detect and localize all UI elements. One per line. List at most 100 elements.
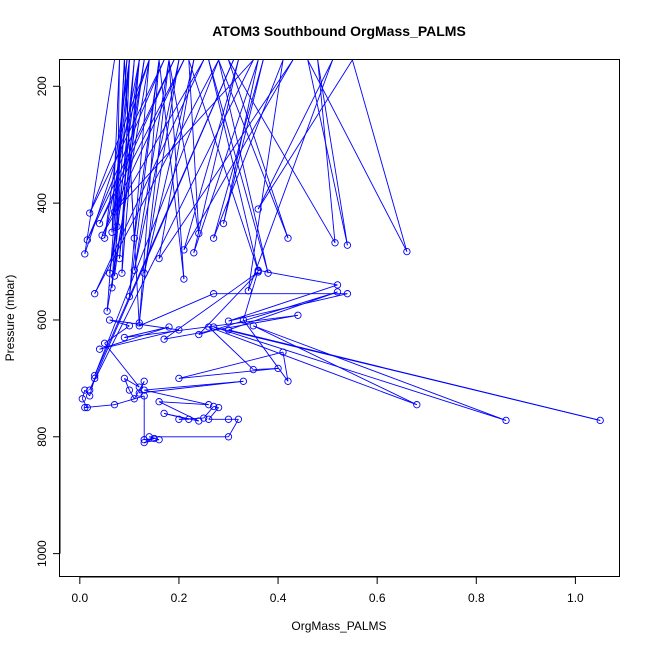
profile-segment — [208, 407, 219, 420]
data-point — [219, 219, 228, 228]
profile-segment — [104, 325, 130, 344]
profile-segment — [106, 60, 128, 312]
data-point — [254, 205, 262, 213]
profile-segment — [168, 60, 200, 234]
profile-segment — [124, 314, 298, 338]
data-point — [125, 386, 134, 394]
profile-segment — [138, 381, 145, 394]
profile-segment — [163, 412, 189, 420]
data-point — [91, 290, 99, 298]
profile-segment — [129, 389, 135, 400]
profile-segment — [84, 404, 115, 409]
profile-segment — [158, 401, 199, 422]
profile-segment — [138, 60, 160, 323]
profile-segment — [307, 60, 348, 246]
profile-segment — [128, 60, 160, 297]
profile-segment — [109, 60, 145, 274]
profile-segment — [116, 60, 120, 227]
y-tick-label: 1000 — [35, 540, 49, 567]
data-point — [205, 323, 213, 331]
data-point — [333, 288, 342, 296]
data-point — [264, 269, 272, 277]
data-point — [413, 401, 421, 409]
data-point — [108, 284, 116, 292]
y-tick-label: 400 — [35, 193, 49, 213]
data-point — [81, 250, 89, 258]
y-tick-label: 200 — [35, 76, 49, 96]
profile-segment — [111, 60, 135, 288]
data-point — [81, 403, 89, 412]
x-tick-label: 0.0 — [71, 591, 88, 605]
data-point — [502, 416, 510, 425]
data-point — [110, 208, 119, 216]
data-point — [403, 247, 411, 256]
data-point — [209, 234, 218, 242]
data-point — [95, 345, 104, 353]
profile-segment — [307, 60, 408, 252]
profile-segment — [144, 380, 244, 391]
profile-segment — [128, 60, 150, 297]
profile-segment — [208, 60, 259, 272]
profile-segment — [99, 329, 180, 350]
profile-segment — [228, 60, 289, 239]
data-point — [86, 209, 94, 217]
data-point — [333, 281, 342, 289]
data-point — [120, 333, 129, 342]
data-point — [130, 395, 138, 403]
data-point — [115, 254, 124, 263]
profile-segment — [144, 389, 209, 406]
profile-segment — [163, 271, 259, 340]
data-point — [200, 414, 208, 422]
profile-segment — [228, 284, 338, 322]
profile-segment — [158, 60, 195, 259]
profile-segment — [121, 60, 130, 274]
profile-segment — [133, 60, 160, 239]
data-point — [140, 392, 148, 400]
y-tick-label: 800 — [35, 426, 49, 446]
data-point — [249, 365, 257, 374]
profile-segment — [208, 326, 254, 370]
data-point — [244, 287, 252, 295]
data-point — [118, 269, 126, 277]
profile-segment — [104, 343, 140, 388]
profile-segment — [213, 405, 219, 409]
data-point — [83, 403, 91, 412]
data-point — [224, 326, 233, 334]
profile-segment — [183, 60, 239, 251]
profile-segment — [143, 60, 180, 274]
data-point — [209, 402, 218, 411]
data-point — [254, 266, 262, 274]
data-point — [150, 434, 158, 443]
x-axis: 0.0 0.2 0.4 0.6 0.8 1.0 — [71, 576, 584, 605]
y-axis: 200 400 600 800 1000 — [35, 76, 61, 567]
profile-segment — [144, 438, 155, 444]
profile-segment — [351, 60, 408, 252]
profile-segment — [213, 326, 507, 421]
data-point — [205, 415, 213, 423]
data-point — [331, 239, 339, 247]
x-tick-label: 0.6 — [369, 591, 386, 605]
data-point — [239, 377, 248, 385]
data-point — [175, 415, 183, 423]
profile-segment — [99, 60, 175, 224]
data-point — [343, 241, 352, 249]
data-point — [343, 290, 352, 298]
profile-segment — [253, 367, 279, 371]
data-point — [140, 436, 148, 444]
profile-segment — [218, 60, 289, 239]
profile-segment — [178, 351, 284, 379]
data-point — [105, 316, 114, 324]
data-point — [190, 249, 198, 257]
data-point — [214, 403, 223, 412]
data-point — [108, 228, 116, 236]
profile-segment — [213, 60, 264, 239]
data-point — [249, 322, 257, 330]
profile-segment — [123, 378, 130, 391]
data-point — [81, 386, 89, 394]
data-point — [234, 415, 243, 423]
profile-segment — [282, 352, 289, 382]
data-point — [86, 386, 94, 394]
data-point — [205, 401, 213, 409]
profile-segment — [119, 60, 135, 259]
data-point — [78, 395, 86, 403]
